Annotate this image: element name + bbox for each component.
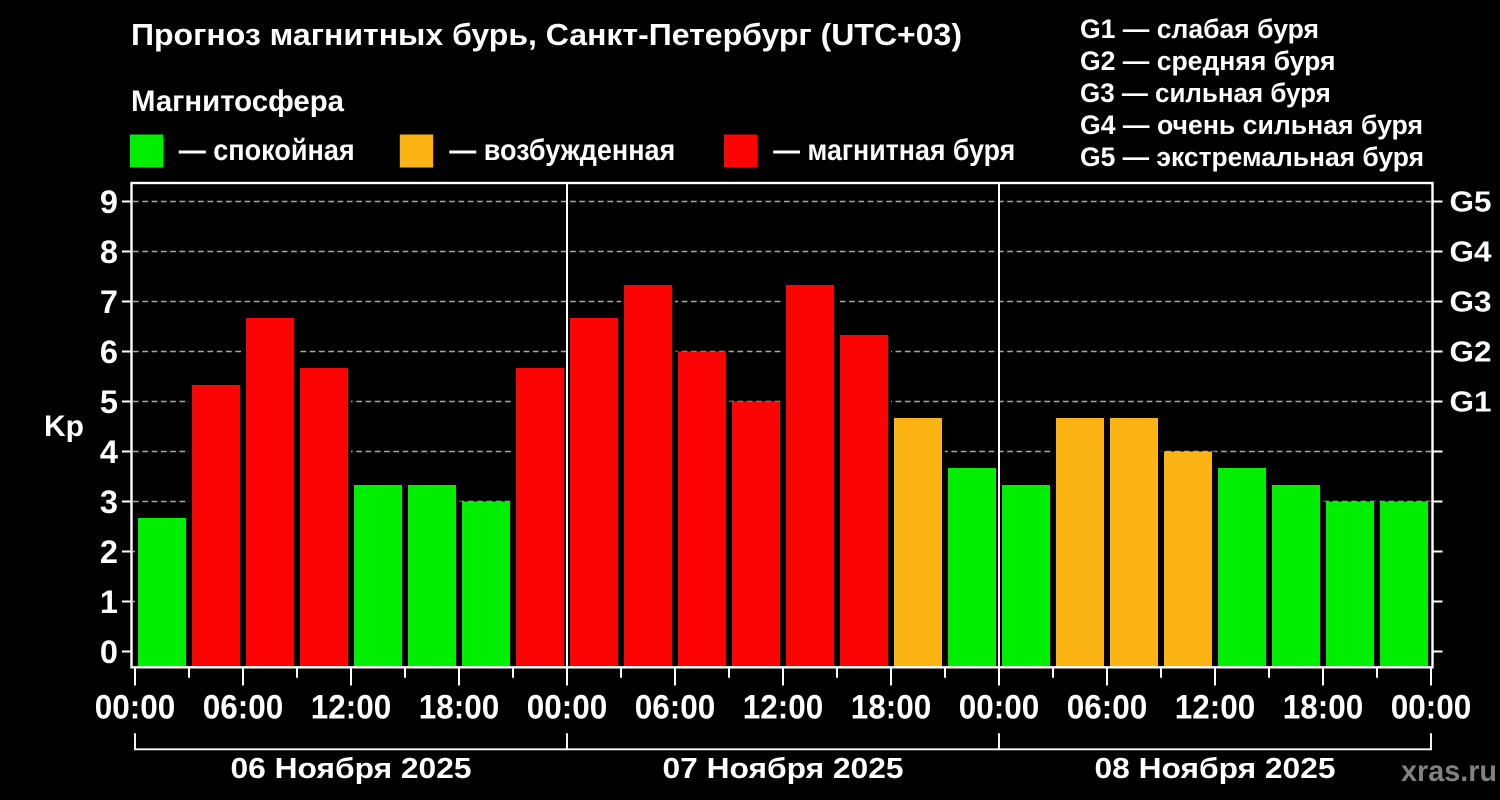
svg-text:2: 2	[100, 534, 118, 570]
svg-text:5: 5	[100, 384, 118, 420]
svg-text:G2 — средняя буря: G2 — средняя буря	[1080, 46, 1336, 76]
svg-text:G5 — экстремальная буря: G5 — экстремальная буря	[1080, 142, 1424, 172]
svg-text:G3: G3	[1450, 286, 1492, 318]
svg-text:06:00: 06:00	[1067, 688, 1148, 726]
svg-text:G1: G1	[1450, 386, 1492, 418]
svg-text:12:00: 12:00	[743, 688, 824, 726]
svg-text:xras.ru: xras.ru	[1401, 755, 1497, 788]
svg-text:4: 4	[100, 434, 118, 470]
svg-text:08 Ноября 2025: 08 Ноября 2025	[1095, 753, 1336, 785]
svg-text:— спокойная: — спокойная	[179, 134, 355, 167]
svg-text:7: 7	[100, 284, 118, 320]
svg-text:00:00: 00:00	[1391, 688, 1472, 726]
svg-text:00:00: 00:00	[95, 688, 176, 726]
svg-text:G4 — очень сильная буря: G4 — очень сильная буря	[1080, 110, 1423, 140]
svg-text:G4: G4	[1450, 236, 1492, 268]
svg-text:G1 — слабая буря: G1 — слабая буря	[1080, 14, 1319, 44]
svg-text:Магнитосфера: Магнитосфера	[131, 85, 344, 118]
svg-text:06:00: 06:00	[203, 688, 284, 726]
svg-text:1: 1	[100, 584, 118, 620]
svg-text:8: 8	[100, 234, 118, 270]
svg-text:— магнитная буря: — магнитная буря	[773, 134, 1015, 167]
svg-text:18:00: 18:00	[851, 688, 932, 726]
svg-text:07 Ноября 2025: 07 Ноября 2025	[663, 753, 904, 785]
svg-text:18:00: 18:00	[419, 688, 500, 726]
svg-text:3: 3	[100, 484, 118, 520]
svg-text:— возбужденная: — возбужденная	[449, 134, 675, 167]
svg-text:6: 6	[100, 334, 118, 370]
svg-text:18:00: 18:00	[1283, 688, 1364, 726]
svg-text:G2: G2	[1450, 336, 1492, 368]
svg-text:06 Ноября 2025: 06 Ноября 2025	[231, 753, 472, 785]
svg-text:06:00: 06:00	[635, 688, 716, 726]
svg-text:Kp: Kp	[44, 410, 84, 443]
svg-text:00:00: 00:00	[527, 688, 608, 726]
svg-text:0: 0	[100, 634, 118, 670]
svg-text:G3 — сильная буря: G3 — сильная буря	[1080, 78, 1331, 108]
svg-text:G5: G5	[1450, 186, 1492, 218]
svg-text:9: 9	[100, 184, 118, 220]
svg-text:12:00: 12:00	[1175, 688, 1256, 726]
svg-text:12:00: 12:00	[311, 688, 392, 726]
svg-text:Прогноз магнитных бурь, Санкт-: Прогноз магнитных бурь, Санкт-Петербург …	[131, 17, 962, 52]
svg-text:00:00: 00:00	[959, 688, 1040, 726]
